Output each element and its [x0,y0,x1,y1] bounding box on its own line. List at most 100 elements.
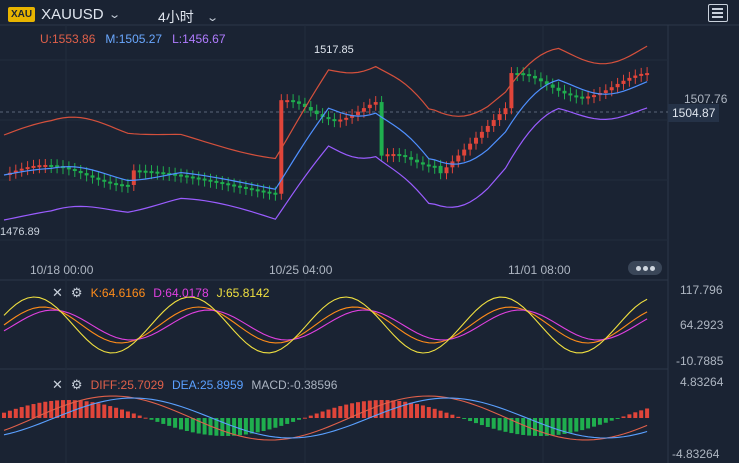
candle-body [521,73,526,76]
chevron-down-icon: ⌄ [205,11,219,24]
macd-histogram-bar [527,418,532,436]
candle-body [243,186,248,189]
candle-body [574,95,579,98]
candle-body [432,165,437,168]
time-axis-label: 11/01 08:00 [508,263,571,277]
kdj-axis-top: 117.796 [680,283,723,297]
candle-body [479,131,484,138]
bollinger-upper: U:1553.86 [40,32,96,46]
candle-body [291,100,296,103]
macd-histogram-bar [609,418,614,421]
macd-histogram-bar [645,408,650,418]
bollinger-middle-line [3,79,648,190]
macd-histogram-bar [61,400,65,418]
candle-body [220,182,225,185]
macd-histogram-bar [338,406,343,418]
macd-histogram-bar [7,410,12,418]
macd-histogram-bar [78,400,83,418]
gear-icon[interactable]: ⚙ [70,285,83,300]
macd-histogram-bar [403,401,408,418]
macd-histogram-bar [409,402,414,418]
candle-body [13,170,18,173]
candle-body [426,164,431,167]
bollinger-upper-line [3,45,648,160]
macd-histogram-bar [226,418,231,436]
settings-panel-icon[interactable] [708,4,728,22]
macd-histogram-bar [521,418,526,435]
macd-histogram-bar [108,406,113,418]
candle-body [527,74,532,77]
macd-histogram-bar [302,417,307,419]
candle-body [609,87,614,91]
macd-histogram-bar [474,418,478,424]
candle-body [485,125,490,132]
macd-histogram-bar [320,411,325,418]
macd-histogram-bar [385,400,390,418]
macd-histogram-bar [279,418,284,426]
candle-body [78,170,83,174]
candle-body [37,165,42,168]
macd-histogram-bar [326,409,331,418]
timeframe-selector[interactable]: 4小时 ⌄ [158,7,219,27]
close-icon[interactable]: ✕ [52,377,63,392]
candle-body [438,165,443,174]
macd-histogram-bar [13,408,18,418]
candle-body [131,170,136,185]
macd-histogram-bar [314,413,319,418]
candle-body [503,108,508,115]
candle-body [261,190,266,193]
more-options-button[interactable] [628,261,662,275]
candle-body [497,114,502,121]
candle-body [344,117,349,120]
candle-body [184,175,189,178]
symbol-selector[interactable]: XAU XAUUSD ⌄ [8,6,121,23]
current-price-tag: 1504.87 [668,104,720,122]
candle-body [468,143,473,150]
candle-body [556,87,561,91]
close-icon[interactable]: ✕ [52,285,63,300]
candle-body [385,154,390,157]
macd-histogram-bar [509,418,514,434]
candle-body [279,100,284,194]
macd-diff: DIFF:25.7029 [90,378,164,392]
candle-body [338,119,343,122]
macd-histogram-bar [37,402,42,418]
low-price-label: 1476.89 [0,226,40,238]
macd-histogram-bar [533,418,537,436]
macd-histogram-bar [2,412,6,418]
macd-histogram-bar [125,411,130,418]
macd-histogram-bar [220,418,225,436]
gear-icon[interactable]: ⚙ [70,377,83,392]
macd-histogram-bar [49,400,54,418]
candle-body [580,96,585,99]
macd-histogram-bar [633,412,638,418]
macd-histogram-bar [350,403,355,418]
macd-histogram-bar [137,415,142,418]
candle-body [621,80,626,84]
time-axis-label: 10/25 04:00 [269,263,333,277]
macd-histogram-bar [592,418,596,427]
candle-body [149,171,154,174]
macd-histogram-bar [485,418,490,427]
macd-histogram-bar [297,418,301,420]
macd-histogram-bar [621,416,626,418]
macd-histogram-bar [308,415,313,418]
candle-body [137,170,142,173]
bollinger-lower-line [3,107,648,221]
kdj-k-line [3,306,648,344]
macd-histogram-bar [444,412,449,418]
candle-body [255,189,260,192]
candle-body [533,75,537,79]
chevron-down-icon: ⌄ [107,9,121,21]
macd-histogram-bar [379,400,384,418]
candle-body [84,173,89,176]
candle-body [538,78,543,82]
candle-body [615,83,620,88]
candle-body [214,180,219,183]
candle-body [249,188,254,191]
candle-body [19,168,24,171]
macd-histogram-bar [503,418,508,432]
candle-body [592,95,596,98]
kdj-axis-bottom: -10.7885 [676,354,724,368]
